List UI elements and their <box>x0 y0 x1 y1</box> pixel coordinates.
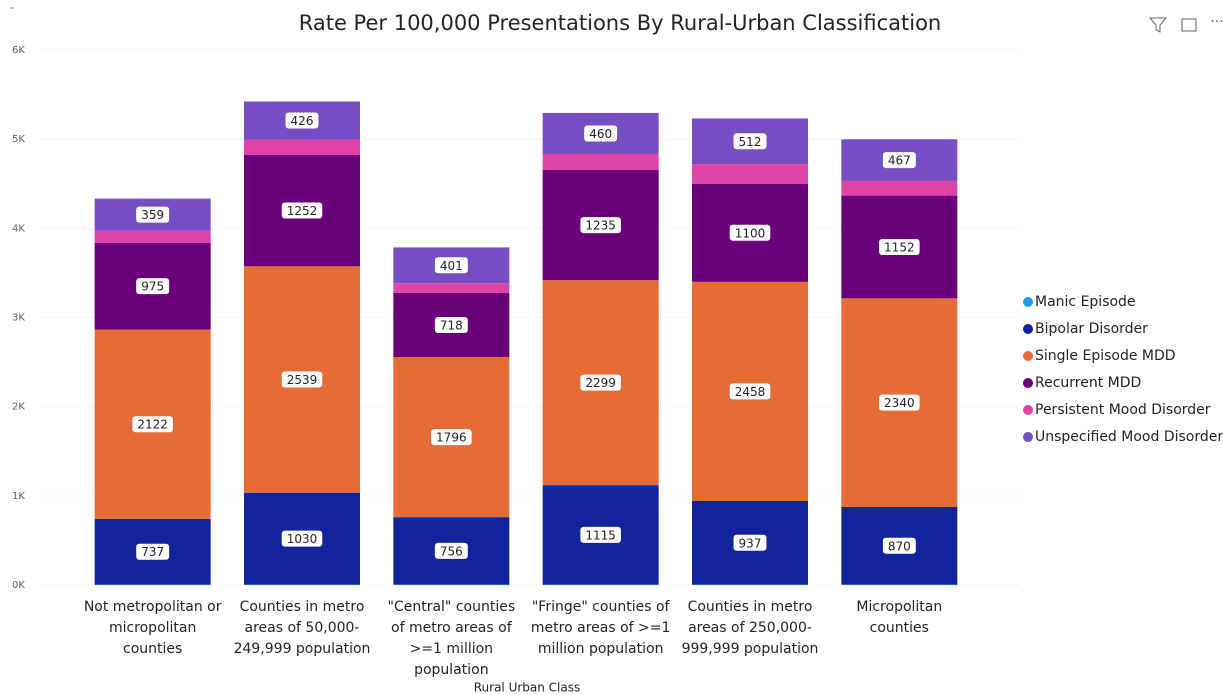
y-tick-label: 0K <box>12 580 25 591</box>
bar-segment <box>244 139 360 155</box>
data-label: 718 <box>440 318 463 332</box>
bar-segment <box>692 164 808 184</box>
data-label-box <box>285 112 319 129</box>
data-label: 737 <box>141 545 164 559</box>
legend-label: Unspecified Mood Disorder <box>1035 429 1223 445</box>
focus-icon[interactable] <box>1181 18 1197 32</box>
data-label-box <box>434 542 468 559</box>
legend-marker <box>1023 378 1033 388</box>
y-tick-label: 5K <box>12 134 25 145</box>
data-label-box <box>584 125 618 142</box>
data-label: 2299 <box>585 376 616 390</box>
data-label-box <box>580 217 621 234</box>
data-label: 426 <box>291 114 314 128</box>
data-label: 2122 <box>137 418 168 432</box>
chart-title: Rate Per 100,000 Presentations By Rural-… <box>299 11 942 35</box>
x-tick-label: Not metropolitan or micropolitan countie… <box>83 599 222 657</box>
bar-segment <box>542 153 659 171</box>
data-label-box <box>580 526 621 543</box>
legend-marker <box>1023 297 1033 307</box>
data-label: 359 <box>141 208 164 222</box>
data-label-box <box>281 371 323 388</box>
x-tick-label: Micropolitan counties <box>856 599 943 636</box>
data-label: 1030 <box>287 532 318 546</box>
legend-label: Recurrent MDD <box>1035 375 1141 391</box>
data-label-box <box>431 429 472 446</box>
more-icon[interactable]: ··· <box>1210 14 1223 30</box>
data-label-box <box>434 257 468 274</box>
legend-label: Single Episode MDD <box>1035 348 1176 364</box>
data-label: 1252 <box>287 204 318 218</box>
data-label: 1796 <box>436 431 467 445</box>
x-axis-title: Rural Urban Class <box>474 681 581 695</box>
data-label-box <box>136 278 170 295</box>
data-label-box <box>729 383 771 400</box>
data-label-box <box>729 224 771 241</box>
data-label-box <box>879 238 920 255</box>
legend-marker <box>1023 432 1033 442</box>
data-label: 2340 <box>884 396 915 410</box>
data-label: 2458 <box>735 385 766 399</box>
data-label: 1115 <box>585 528 616 542</box>
y-tick-label: 6K <box>12 45 25 56</box>
data-label: 1235 <box>585 219 616 233</box>
data-label: 756 <box>440 544 463 558</box>
x-tick-label: Counties in metro areas of 50,000-249,99… <box>233 599 371 657</box>
x-tick-label: "Fringe" counties of metro areas of >=1 … <box>530 599 671 657</box>
legend-marker <box>1023 405 1033 415</box>
data-label-box <box>879 394 920 411</box>
legend-marker <box>1023 351 1033 361</box>
y-tick-label: 1K <box>12 491 25 502</box>
data-label-box <box>281 530 323 547</box>
data-label-box <box>136 543 170 560</box>
data-label: 460 <box>589 127 612 141</box>
x-tick-label: Counties in metro areas of 250,000-999,9… <box>681 599 819 657</box>
data-label: 1100 <box>735 226 766 240</box>
data-label: 2539 <box>287 373 318 387</box>
filter-icon[interactable] <box>1148 17 1168 33</box>
data-label-box <box>136 206 170 223</box>
data-label-box <box>733 534 767 551</box>
y-tick-label: 2K <box>12 402 25 413</box>
legend-label: Persistent Mood Disorder <box>1035 402 1211 418</box>
data-label: 512 <box>739 135 762 149</box>
bar-segment <box>393 283 510 293</box>
data-label-box <box>132 416 173 433</box>
y-tick-label: 4K <box>12 223 25 234</box>
bar-segment <box>94 230 211 243</box>
data-label-box <box>281 202 323 219</box>
data-label: 1152 <box>884 240 915 254</box>
data-label: 937 <box>739 536 762 550</box>
data-label-box <box>882 152 916 169</box>
data-label-box <box>580 374 621 391</box>
data-label: 401 <box>440 259 463 273</box>
legend-label: Bipolar Disorder <box>1035 321 1148 337</box>
data-label: 467 <box>888 154 911 168</box>
data-label: 870 <box>888 539 911 553</box>
y-tick-label: 3K <box>12 313 25 324</box>
data-label-box <box>434 316 468 333</box>
data-label-box <box>733 133 767 150</box>
bar-segment <box>841 180 958 196</box>
data-label-box <box>882 537 916 554</box>
data-label: 975 <box>141 280 164 294</box>
legend-marker <box>1023 324 1033 334</box>
x-tick-label: "Central" counties of metro areas of >=1… <box>387 599 516 678</box>
legend-label: Manic Episode <box>1035 294 1136 310</box>
